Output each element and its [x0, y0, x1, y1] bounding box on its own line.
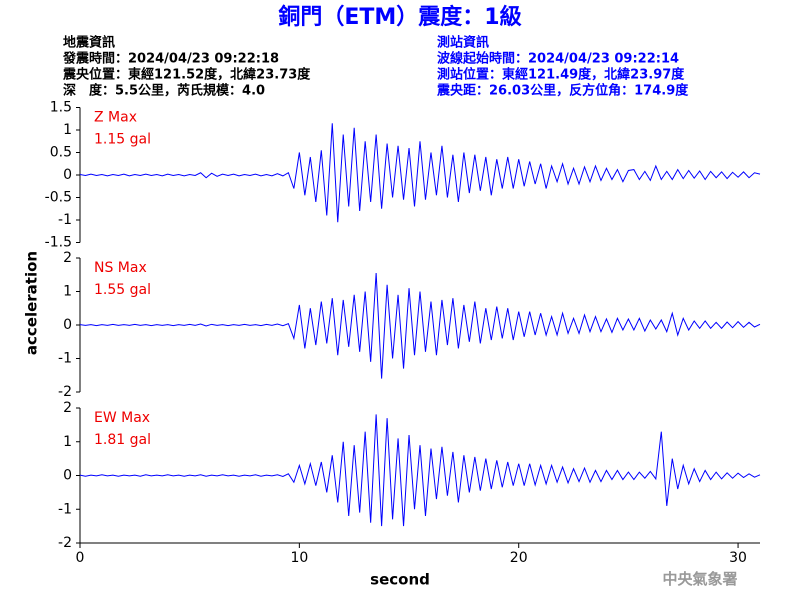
- panel-label: 1.81 gal: [94, 432, 151, 448]
- y-tick-label: -2: [58, 535, 72, 551]
- x-tick-label: 10: [290, 550, 308, 566]
- panel-label: EW Max: [94, 410, 150, 426]
- panel-label: 1.55 gal: [94, 282, 151, 298]
- y-tick-label: -0.5: [45, 190, 72, 206]
- y-tick-label: 0: [63, 167, 72, 183]
- watermark: 中央氣象署: [662, 570, 737, 588]
- y-tick-label: -1.5: [45, 235, 72, 251]
- x-axis-label: second: [370, 571, 430, 589]
- y-tick-label: 2: [63, 400, 72, 416]
- info-line: 測站位置：東經121.49度，北緯23.97度: [437, 67, 685, 83]
- y-tick-label: -1: [58, 212, 72, 228]
- info-line: 測站資訊: [437, 35, 489, 51]
- panel-label: NS Max: [94, 260, 147, 276]
- panel-label: Z Max: [94, 110, 137, 126]
- y-tick-label: 2: [63, 250, 72, 266]
- y-axis-label: acceleration: [23, 251, 41, 355]
- info-line: 震央距：26.03公里，反方位角：174.9度: [436, 83, 689, 99]
- info-line: 地震資訊: [63, 35, 115, 51]
- info-line: 震央位置：東經121.52度，北緯23.73度: [62, 67, 311, 83]
- y-tick-label: -1: [58, 501, 72, 517]
- y-tick-label: 1: [63, 284, 72, 300]
- x-tick-label: 30: [729, 550, 747, 566]
- y-tick-label: 1: [63, 122, 72, 138]
- waveform: [79, 414, 761, 527]
- y-tick-label: -2: [58, 384, 72, 400]
- y-tick-label: 1: [63, 434, 72, 450]
- y-tick-label: 0.5: [50, 145, 72, 161]
- waveform: [79, 123, 761, 223]
- info-line: 發震時間：2024/04/23 09:22:18: [62, 51, 279, 67]
- x-tick-label: 20: [510, 550, 528, 566]
- waveform: [79, 273, 761, 379]
- y-tick-label: 0: [63, 468, 72, 484]
- x-tick-label: 0: [76, 550, 85, 566]
- y-tick-label: -1: [58, 351, 72, 367]
- info-line: 深 度：5.5公里，芮氏規模：4.0: [63, 83, 265, 99]
- y-tick-label: 1.5: [50, 100, 72, 116]
- panel-label: 1.15 gal: [94, 132, 151, 148]
- title: 銅門（ETM）震度：1級: [278, 4, 521, 30]
- info-line: 波線起始時間：2024/04/23 09:22:14: [437, 51, 679, 67]
- y-tick-label: 0: [63, 317, 72, 333]
